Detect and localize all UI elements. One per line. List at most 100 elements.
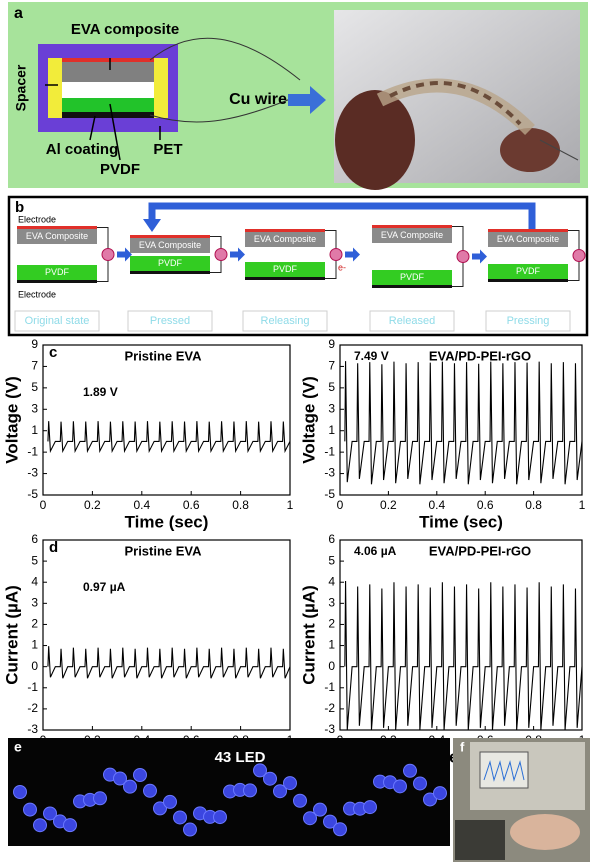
wire: [452, 226, 464, 287]
led: [423, 792, 437, 807]
caption: 43 LED: [215, 749, 266, 766]
panel-label: a: [14, 5, 23, 22]
y-tick-label: 7: [328, 359, 335, 373]
y-tick-label: 1: [328, 423, 335, 437]
y-tick-label: -5: [27, 487, 38, 501]
load: [329, 248, 343, 261]
layer-label: PVDF: [45, 267, 70, 277]
y-tick-label: -1: [324, 444, 335, 458]
panel-label: b: [15, 199, 24, 216]
layer-label: EVA Composite: [497, 234, 559, 244]
y-tick-label: -1: [27, 680, 38, 694]
y-tick-label: -3: [27, 466, 38, 480]
plot-frame: [339, 344, 583, 496]
y-tick-label: 2: [31, 617, 38, 631]
y-tick-label: 1: [31, 638, 38, 652]
label: Electrode: [18, 214, 56, 224]
y-tick-label: -3: [324, 466, 335, 480]
layer-label: EVA Composite: [381, 230, 443, 240]
load: [101, 248, 115, 261]
wire: [325, 230, 337, 279]
electrode: [372, 285, 452, 288]
x-tick-label: 0.2: [380, 498, 397, 512]
layer-label: PVDF: [273, 264, 298, 274]
eva-layer: [245, 232, 325, 247]
led: [333, 822, 347, 837]
y-tick-label: 4: [31, 574, 38, 588]
y-tick-label: 4: [328, 574, 335, 588]
caption-box: [127, 310, 213, 332]
y-tick-label: 6: [328, 532, 335, 546]
layer-label: EVA Composite: [254, 234, 316, 244]
led: [153, 801, 167, 816]
stage-caption: Pressed: [150, 315, 190, 327]
x-tick-label: 0: [337, 498, 344, 512]
x-tick-label: 1: [287, 498, 294, 512]
y-tick-label: 5: [328, 380, 335, 394]
y-tick-label: 9: [31, 337, 38, 351]
pvdf-layer: [372, 270, 452, 285]
y-tick-label: 2: [328, 617, 335, 631]
signal-line: [47, 646, 291, 679]
chart-title: Pristine EVA: [124, 543, 202, 558]
wire: [97, 227, 109, 282]
led: [273, 784, 287, 799]
pvdf-layer: [488, 264, 568, 279]
eva-layer: [17, 229, 97, 244]
caption-box: [242, 310, 328, 332]
signal-line: [344, 361, 583, 485]
caption-box: [369, 310, 455, 332]
chart-title: Pristine EVA: [124, 348, 202, 363]
pvdf-layer: [130, 256, 210, 271]
label: EVA composite: [71, 21, 179, 38]
y-tick-label: 9: [328, 337, 335, 351]
y-tick-label: 5: [328, 553, 335, 567]
stage-caption: Released: [389, 315, 435, 327]
layer-label: PVDF: [516, 266, 541, 276]
panel-label: c: [49, 344, 57, 361]
device-schematic: [38, 37, 326, 161]
leds: [13, 763, 447, 837]
y-tick-label: 3: [31, 401, 38, 415]
load: [572, 249, 586, 262]
led: [63, 818, 77, 833]
x-tick-label: 0.6: [477, 498, 494, 512]
y-tick-label: 1: [31, 423, 38, 437]
x-tick-label: 0.2: [84, 498, 101, 512]
x-tick-label: 0.4: [428, 498, 445, 512]
load: [456, 250, 470, 263]
layer-label: EVA Composite: [139, 240, 201, 250]
stage-caption: Original state: [25, 315, 90, 327]
led: [413, 776, 427, 791]
label: Al coating: [46, 141, 119, 158]
x-tick-label: 0.4: [133, 498, 150, 512]
y-tick-label: 5: [31, 380, 38, 394]
x-axis-label: Time (sec): [419, 512, 503, 531]
annotation: 1.89 V: [83, 385, 118, 399]
y-axis-label: Current (µA): [299, 585, 318, 685]
electrode: [17, 280, 97, 283]
y-tick-label: 7: [31, 359, 38, 373]
signal-line: [47, 421, 291, 454]
x-tick-label: 0.8: [525, 498, 542, 512]
led: [263, 771, 277, 786]
pvdf-layer: [17, 265, 97, 280]
y-axis-label: Current (µA): [2, 585, 21, 685]
step-arrow: [230, 247, 245, 262]
eva-layer: [130, 238, 210, 253]
stages: EVA Composite PVDF Original state EVA Compo…: [14, 225, 586, 332]
label: PVDF: [100, 161, 140, 178]
eva-layer: [488, 232, 568, 247]
led: [293, 793, 307, 808]
layer-label: PVDF: [400, 272, 425, 282]
led: [323, 814, 337, 829]
oscilloscope-photo: [453, 738, 590, 862]
led: [113, 771, 127, 786]
y-tick-label: 3: [31, 596, 38, 610]
y-tick-label: 3: [328, 596, 335, 610]
plot-frame: [339, 539, 583, 731]
y-tick-label: -5: [324, 487, 335, 501]
led: [33, 818, 47, 833]
led: [283, 776, 297, 791]
